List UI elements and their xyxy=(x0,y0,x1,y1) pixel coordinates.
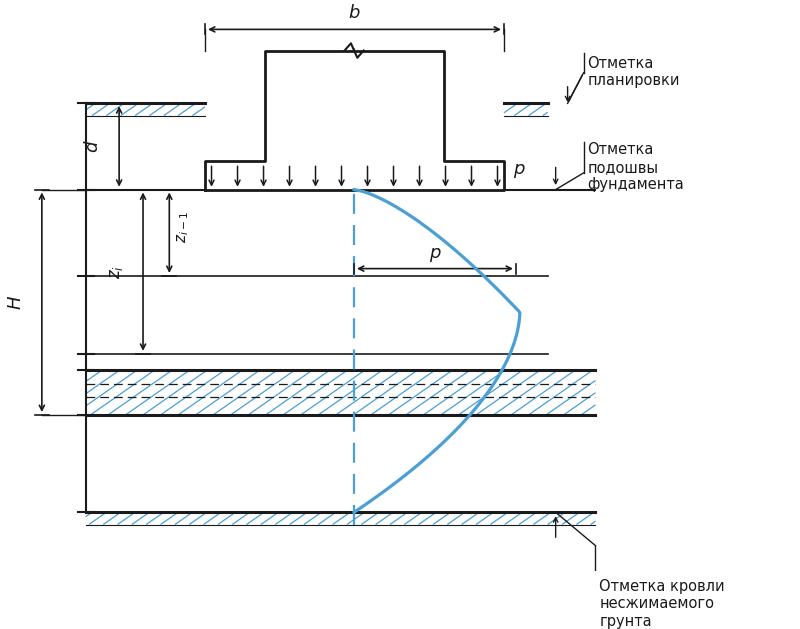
Text: Отметка
планировки: Отметка планировки xyxy=(587,56,680,89)
Text: Отметка кровли
несжимаемого
грунта: Отметка кровли несжимаемого грунта xyxy=(599,579,725,629)
Text: d: d xyxy=(84,141,102,152)
Text: $z_{i-1}$: $z_{i-1}$ xyxy=(176,211,191,243)
Text: b: b xyxy=(349,4,360,22)
Text: p: p xyxy=(430,244,441,262)
Text: p: p xyxy=(514,160,525,178)
Text: $z_i$: $z_i$ xyxy=(107,265,126,279)
Polygon shape xyxy=(205,50,504,189)
Text: H: H xyxy=(6,296,24,309)
Text: Отметка
подошвы
фундамента: Отметка подошвы фундамента xyxy=(587,142,684,192)
